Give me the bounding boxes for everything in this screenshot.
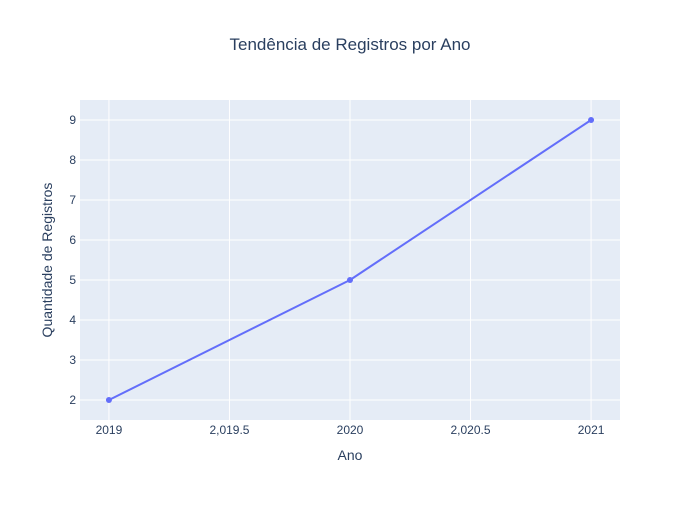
x-tick-label: 2019: [96, 423, 123, 437]
y-tick-label: 4: [69, 313, 76, 327]
series-layer: [105, 117, 595, 403]
chart-title: Tendência de Registros por Ano: [230, 35, 471, 54]
data-point: [588, 117, 595, 123]
data-point: [105, 397, 112, 403]
y-tick-label: 3: [69, 353, 76, 367]
x-tick-label: 2,020.5: [451, 423, 491, 437]
y-tick-label: 2: [69, 393, 76, 407]
y-tick-label: 8: [69, 153, 76, 167]
data-point: [347, 277, 353, 283]
x-tick-label: 2021: [578, 423, 605, 437]
grid-lines: [80, 100, 620, 420]
x-tick-label: 2020: [337, 423, 364, 437]
y-tick-label: 9: [69, 113, 76, 127]
y-axis-ticks: 2 3 4 5 6 7 8 9: [69, 113, 76, 407]
y-tick-label: 6: [69, 233, 76, 247]
x-axis-ticks: 2019 2,019.5 2020 2,020.5 2021: [96, 423, 605, 437]
x-tick-label: 2,019.5: [209, 423, 249, 437]
y-tick-label: 7: [69, 193, 76, 207]
y-tick-label: 5: [69, 273, 76, 287]
x-axis-label: Ano: [338, 447, 363, 463]
y-axis-label: Quantidade de Registros: [39, 183, 55, 338]
